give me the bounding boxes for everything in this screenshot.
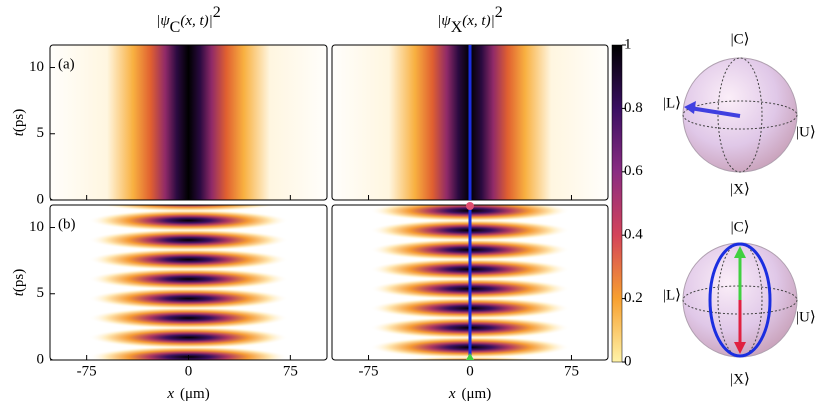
panel-label: (b) [58,216,76,232]
wavepacket [88,229,289,251]
colorbar-tick-label: 0.8 [624,100,643,116]
wavepacket [88,287,289,310]
colorbar [611,44,623,363]
colorbar-tick-label: 0.2 [624,290,643,306]
wavepacket [88,268,289,290]
x-tick-label: 75 [564,363,579,379]
equator [682,100,798,130]
colorbar-tick-label: 1 [624,36,632,52]
axis-unit: (μm) [461,386,491,402]
arrow-head [684,101,696,114]
axis-var: x [166,386,174,402]
end-marker [466,353,474,360]
heatmap-fill [50,45,327,200]
wavepacket [88,326,289,349]
state-label: |L⟩ [663,287,681,303]
axis-unit: (μm) [180,386,210,402]
title-sup: 2 [213,4,221,21]
state-label: |X⟩ [730,371,750,387]
axis-unit: (ps) [11,269,27,292]
axis-var: t [11,131,27,136]
x-tick-label: 0 [466,363,474,379]
y-tick-label: 10 [29,59,44,75]
axis-var: t [11,291,27,296]
colorbar-tick-label: 0.4 [624,227,643,243]
meridian [717,57,763,173]
state-label: |U⟩ [796,124,816,140]
wavepacket [88,209,289,232]
x-tick-label: -75 [359,363,379,379]
state-arrow [689,106,741,118]
title-sub: C [170,19,181,36]
title-part: |ψ [156,13,170,29]
arrow-head [734,342,746,354]
y-axis-label: t(ps) [11,269,27,297]
x-tick-label: 0 [185,363,193,379]
arrow-head [734,246,746,258]
heatmap [50,205,327,360]
title-part: |ψ [437,13,451,29]
state-label: |C⟩ [731,219,750,235]
x-axis-label: x (μm) [448,386,491,402]
y-tick-label: 0 [37,191,45,207]
heatmap [50,45,327,200]
title-part: (x, t)| [180,13,212,29]
column-title: |ψX(x, t)|2 [437,4,502,36]
y-tick-label: 0 [37,351,45,367]
x-tick-label: -75 [77,363,97,379]
title-part: (x, t)| [462,13,494,29]
state-label: |U⟩ [796,309,816,325]
wavepacket [88,248,289,271]
title-sub: X [451,19,463,36]
state-label: |L⟩ [663,95,681,111]
start-dot [466,202,474,210]
bloch-spheres: |C⟩ |X⟩ |L⟩ |U⟩ |C⟩ |X⟩ |L⟩ |U⟩ [663,31,816,387]
colorbar-tick-label: 0.6 [624,163,643,179]
state-label: |C⟩ [731,31,750,47]
y-tick-label: 10 [29,219,44,235]
colorbar-tick-label: 0 [624,353,632,369]
panel-label: (a) [58,56,75,72]
y-axis-label: t(ps) [11,109,27,137]
x-tick-label: 75 [283,363,298,379]
wavepacket [95,205,282,212]
y-tick-label: 5 [37,285,45,301]
wavepacket [88,346,289,360]
title-sup: 2 [495,4,503,21]
column-title: |ψC(x, t)|2 [156,4,221,36]
wavepacket [88,307,289,329]
y-tick-label: 5 [37,125,45,141]
x-axis-label: x (μm) [166,386,209,402]
state-label: |X⟩ [730,181,750,197]
axis-var: x [448,386,456,402]
trajectory [708,242,772,358]
axis-unit: (ps) [11,109,27,132]
